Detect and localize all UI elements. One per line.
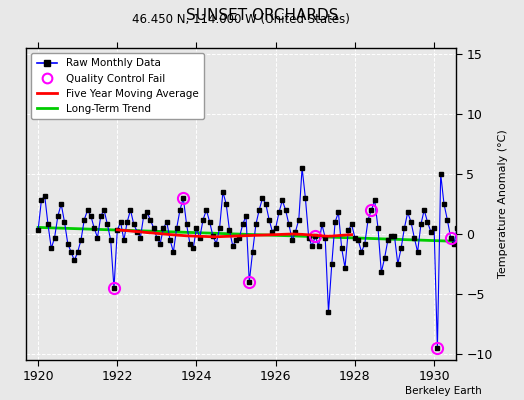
Y-axis label: Temperature Anomaly (°C): Temperature Anomaly (°C): [498, 130, 508, 278]
Text: Berkeley Earth: Berkeley Earth: [406, 386, 482, 396]
Legend: Raw Monthly Data, Quality Control Fail, Five Year Moving Average, Long-Term Tren: Raw Monthly Data, Quality Control Fail, …: [31, 53, 204, 119]
Title: 46.450 N, 114.000 W (United States): 46.450 N, 114.000 W (United States): [132, 13, 350, 26]
Text: SUNSET ORCHARDS: SUNSET ORCHARDS: [185, 8, 339, 23]
